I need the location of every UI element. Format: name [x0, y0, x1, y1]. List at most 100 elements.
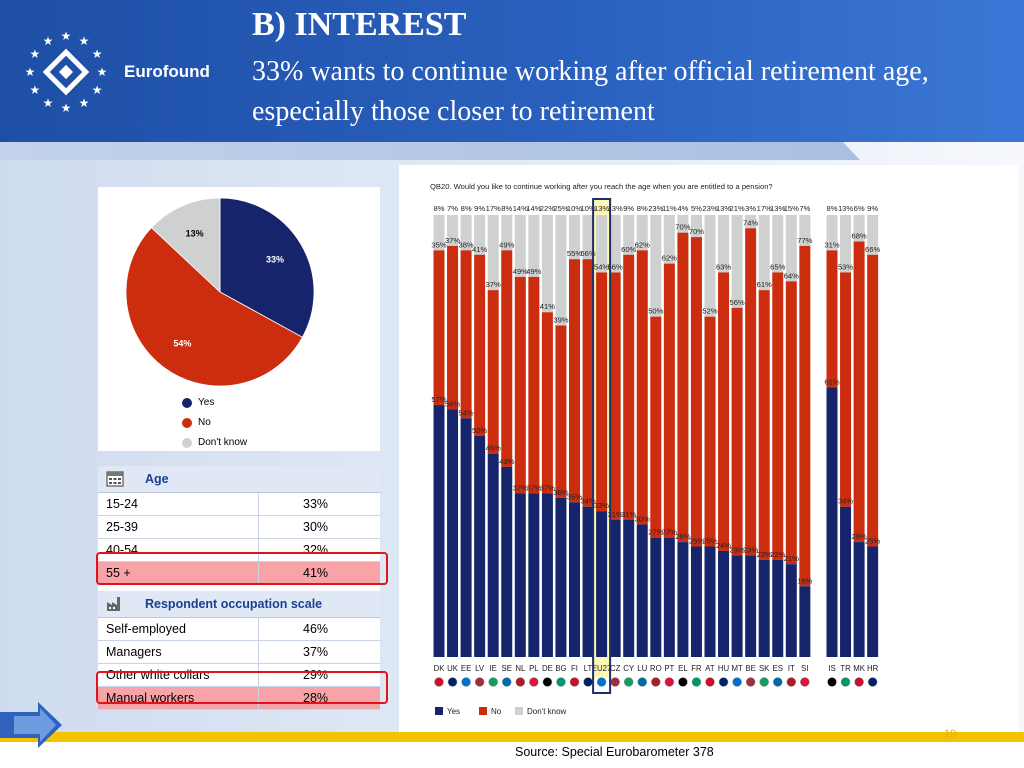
data-label-dont-know: 8%: [434, 204, 445, 213]
flag-icon-MT: [732, 677, 742, 687]
bar-yes-HU: [718, 550, 730, 657]
data-label-dont-know: 13%: [716, 204, 731, 213]
bar-yes-LT: [582, 506, 594, 657]
pie-slice-label: 13%: [186, 228, 204, 238]
flag-icon-ES: [773, 677, 783, 687]
pie-slice-don-t-know: [150, 197, 221, 293]
legend-label-no: No: [198, 417, 211, 428]
row-label: Manual workers: [106, 691, 195, 705]
flag-icon-EU27: [596, 677, 607, 687]
logo-star-icon: ★: [61, 29, 72, 43]
data-label-dont-know: 10%: [580, 204, 595, 213]
data-label-no: 37%: [486, 280, 501, 289]
category-label-UK: UK: [447, 664, 459, 673]
data-label-dont-know: 14%: [513, 204, 528, 213]
category-label-SK: SK: [759, 664, 770, 673]
bar-yes-LV: [474, 436, 486, 657]
chart-legend-label-2: Don't know: [527, 707, 567, 716]
data-label-dont-know: 13%: [608, 204, 623, 213]
table-header-occupation-label: Respondent occupation scale: [145, 597, 323, 611]
highlight-box-age-55: [96, 552, 388, 585]
slide-title: B) INTEREST: [252, 6, 467, 43]
bar-dont-know-HR: [867, 215, 879, 255]
bar-no-CZ: [609, 272, 621, 520]
bar-yes-CY: [623, 519, 635, 657]
flag-icon-LU: [637, 677, 647, 687]
data-label-dont-know: 22%: [540, 204, 555, 213]
bar-dont-know-RO: [650, 215, 662, 317]
category-label-EL: EL: [678, 664, 688, 673]
legend-label-dont-know: Don't know: [198, 437, 248, 448]
data-label-yes: 56%: [445, 399, 460, 408]
bar-yes-EE: [460, 418, 472, 657]
flag-icon-PL: [529, 677, 539, 687]
data-label-yes: 36%: [553, 488, 568, 497]
bar-dont-know-HU: [718, 215, 730, 273]
bar-yes-FR: [690, 546, 702, 657]
data-label-yes: 30%: [635, 514, 650, 523]
category-label-RO: RO: [650, 664, 662, 673]
category-label-PL: PL: [529, 664, 539, 673]
category-label-NL: NL: [515, 664, 526, 673]
flag-icon-IE: [488, 677, 498, 687]
flag-icon-AT: [705, 677, 715, 687]
bar-yes-RO: [650, 537, 662, 657]
data-label-no: 68%: [851, 232, 866, 241]
row-value: 46%: [303, 622, 329, 636]
category-label-BE: BE: [745, 664, 755, 673]
data-label-no: 77%: [797, 236, 812, 245]
data-label-yes: 37%: [540, 483, 555, 492]
pie-legend-yes: Yes: [182, 397, 214, 408]
data-label-no: 60%: [621, 245, 636, 254]
data-label-no: 56%: [729, 298, 744, 307]
bar-yes-IE: [487, 453, 499, 657]
flag-icon-NL: [515, 677, 526, 687]
category-label-CY: CY: [623, 664, 635, 673]
data-label-dont-know: 14%: [526, 204, 541, 213]
page-number: 19: [944, 728, 957, 740]
data-label-yes: 57%: [431, 395, 446, 404]
data-label-dont-know: 13%: [838, 204, 853, 213]
data-label-yes: 43%: [499, 457, 514, 466]
bar-no-TR: [840, 272, 852, 507]
data-label-yes: 22%: [770, 550, 785, 559]
data-label-dont-know: 17%: [757, 204, 772, 213]
row-value: 37%: [303, 645, 329, 659]
data-label-yes: 27%: [662, 528, 677, 537]
category-label-SI: SI: [801, 664, 808, 673]
bar-dont-know-LT: [582, 215, 594, 260]
bar-no-LU: [636, 250, 648, 525]
bar-yes-UK: [447, 409, 459, 657]
flag-icon-LV: [474, 677, 485, 687]
bar-no-FI: [569, 259, 580, 503]
data-label-dont-know: 4%: [677, 204, 688, 213]
logo-star-icon: ★: [92, 47, 103, 61]
flag-icon-MK: [854, 677, 864, 687]
bar-no-NL: [514, 276, 526, 494]
category-label-FI: FI: [571, 664, 578, 673]
bar-no-FR: [690, 237, 702, 547]
bar-yes-SI: [799, 586, 811, 657]
legend-swatch-no: [182, 417, 192, 428]
logo-star-icon: ★: [43, 96, 54, 110]
table-row: Managers 37%: [98, 641, 380, 664]
flag-icon-HR: [867, 677, 878, 687]
category-label-CZ: CZ: [610, 664, 621, 673]
bar-dont-know-SK: [758, 215, 770, 291]
category-label-DK: DK: [434, 664, 446, 673]
bar-yes-CZ: [609, 519, 621, 657]
logo-star-icon: ★: [92, 83, 103, 97]
pie-chart: 33% 54% 13%: [125, 197, 315, 387]
data-label-yes: 37%: [526, 483, 541, 492]
category-label-ES: ES: [773, 664, 783, 673]
category-label-IE: IE: [490, 664, 497, 673]
data-label-yes: 26%: [675, 532, 690, 541]
flag-icon-CZ: [610, 677, 620, 687]
bar-dont-know-DK: [433, 215, 445, 251]
bar-no-CY: [623, 254, 635, 520]
category-label-HR: HR: [867, 664, 879, 673]
bar-no-MK: [853, 241, 865, 543]
flag-icon-TR: [840, 677, 851, 687]
logo-star-icon: ★: [43, 34, 54, 48]
flag-icon-IS: [827, 677, 837, 687]
